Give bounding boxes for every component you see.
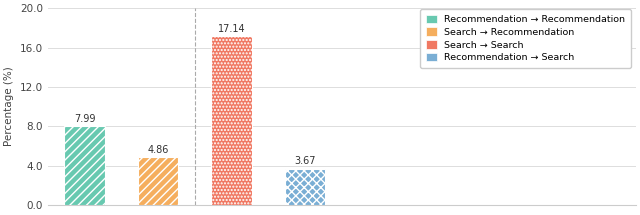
Text: 17.14: 17.14 <box>218 24 245 34</box>
Text: 7.99: 7.99 <box>74 114 95 124</box>
Bar <box>64 126 105 205</box>
Text: 4.86: 4.86 <box>147 144 169 155</box>
Text: 3.67: 3.67 <box>294 156 316 166</box>
Bar <box>138 157 178 205</box>
Bar <box>211 36 252 205</box>
Y-axis label: Percentage (%): Percentage (%) <box>4 67 14 146</box>
Bar <box>285 169 325 205</box>
Legend: Recommendation → Recommendation, Search → Recommendation, Search → Search, Recom: Recommendation → Recommendation, Search … <box>420 9 631 68</box>
